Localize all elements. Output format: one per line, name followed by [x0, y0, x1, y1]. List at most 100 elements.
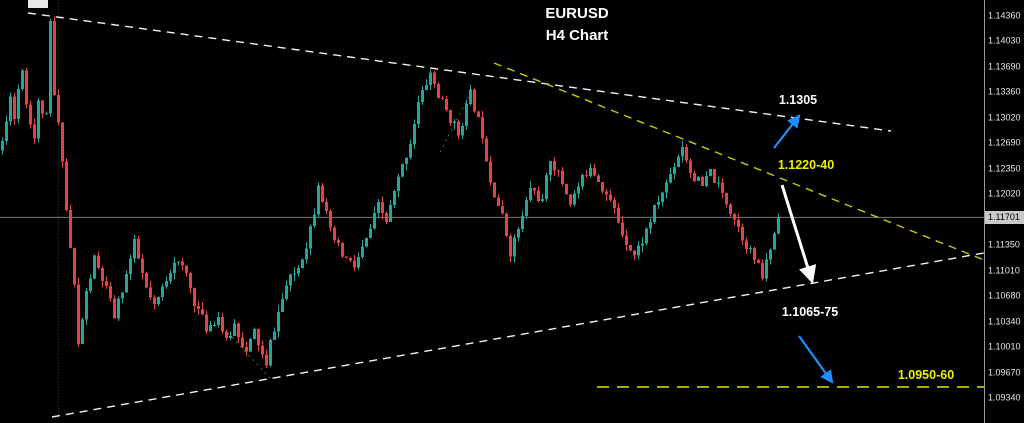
candle-body — [81, 319, 84, 344]
candle-body — [573, 193, 576, 205]
candle-body — [385, 212, 388, 222]
candle-body — [345, 256, 348, 258]
candle-body — [561, 170, 564, 185]
candle-body — [89, 278, 92, 292]
candle-body — [697, 177, 700, 182]
candle-body — [5, 121, 8, 142]
candle-body — [633, 250, 636, 256]
blue-arrow-to-support[interactable] — [798, 335, 834, 384]
candle-body — [161, 286, 164, 297]
candle-body — [437, 83, 440, 99]
candle-body — [597, 175, 600, 183]
white-projection-arrow[interactable] — [780, 184, 817, 284]
candle-body — [649, 221, 652, 229]
inner-resistance-trendline[interactable] — [493, 62, 985, 261]
candle-body — [401, 164, 404, 177]
candle-body — [637, 245, 640, 256]
candle-body — [505, 213, 508, 237]
candle-body — [421, 89, 424, 103]
candle-body — [113, 298, 116, 319]
dotted-guide-segment — [439, 93, 471, 153]
price-level-label[interactable]: 1.0950-60 — [898, 368, 954, 382]
candle-body — [329, 211, 332, 228]
candle-body — [629, 244, 632, 251]
chart-title-timeframe: H4 Chart — [545, 27, 609, 44]
candle-body — [521, 215, 524, 230]
candle-body — [773, 233, 776, 250]
candle-body — [545, 175, 548, 199]
candle-body — [129, 258, 132, 275]
price-axis-label: 1.13360 — [988, 87, 1021, 97]
candle-body — [225, 331, 228, 338]
candle-body — [525, 200, 528, 216]
candle-body — [357, 256, 360, 268]
price-axis-label: 1.14360 — [988, 11, 1021, 21]
candle-body — [297, 268, 300, 274]
candle-body — [201, 308, 204, 315]
candle-body — [157, 296, 160, 305]
candle-body — [233, 323, 236, 337]
candle-body — [477, 111, 480, 117]
candle-body — [265, 354, 268, 366]
candle-body — [381, 201, 384, 213]
candle-body — [701, 177, 704, 187]
lower-support-trendline[interactable] — [51, 252, 985, 418]
candle-body — [1, 141, 4, 151]
candle-body — [249, 338, 252, 352]
price-level-label[interactable]: 1.1305 — [779, 93, 817, 107]
candle-body — [57, 94, 60, 123]
candle-body — [137, 239, 140, 259]
candle-body — [581, 174, 584, 187]
candle-body — [693, 172, 696, 182]
candle-body — [501, 206, 504, 214]
candle-body — [541, 198, 544, 202]
candle-body — [369, 228, 372, 239]
candle-body — [537, 190, 540, 202]
price-axis-label: 1.10680 — [988, 291, 1021, 301]
candle-body — [365, 238, 368, 247]
candle-body — [121, 292, 124, 299]
candle-body — [257, 328, 260, 346]
candle-body — [717, 182, 720, 184]
candle-body — [445, 99, 448, 111]
candle-body — [409, 143, 412, 158]
candle-body — [313, 214, 316, 227]
candle-body — [361, 246, 364, 257]
candle-body — [641, 243, 644, 246]
candle-body — [481, 116, 484, 139]
candle-body — [737, 219, 740, 228]
candle-body — [753, 248, 756, 260]
price-axis-label: 1.12690 — [988, 138, 1021, 148]
candle-body — [301, 259, 304, 269]
candle-body — [617, 208, 620, 223]
candle-body — [133, 239, 136, 259]
candle-body — [33, 124, 36, 139]
price-level-label[interactable]: 1.1220-40 — [778, 158, 834, 172]
candle-body — [61, 122, 64, 162]
candle-body — [229, 336, 232, 338]
candle-body — [97, 255, 100, 269]
candle-body — [621, 222, 624, 236]
candle-body — [749, 248, 752, 250]
candle-body — [281, 299, 284, 312]
blue-arrow-to-resistance[interactable] — [773, 114, 801, 149]
candle-body — [417, 102, 420, 125]
candle-body — [193, 287, 196, 306]
candle-body — [149, 287, 152, 298]
candle-body — [745, 240, 748, 250]
price-axis-label: 1.13690 — [988, 61, 1021, 71]
upper-resistance-trendline[interactable] — [27, 12, 892, 132]
price-level-label[interactable]: 1.1065-75 — [782, 305, 838, 319]
candle-body — [413, 124, 416, 144]
candle-body — [17, 88, 20, 120]
candle-body — [685, 146, 688, 161]
candle-body — [473, 89, 476, 112]
candle-body — [37, 100, 40, 139]
candle-body — [517, 229, 520, 238]
candle-body — [9, 96, 12, 122]
candle-body — [205, 314, 208, 332]
candle-body — [337, 239, 340, 244]
candle-body — [65, 161, 68, 210]
candle-body — [277, 311, 280, 332]
